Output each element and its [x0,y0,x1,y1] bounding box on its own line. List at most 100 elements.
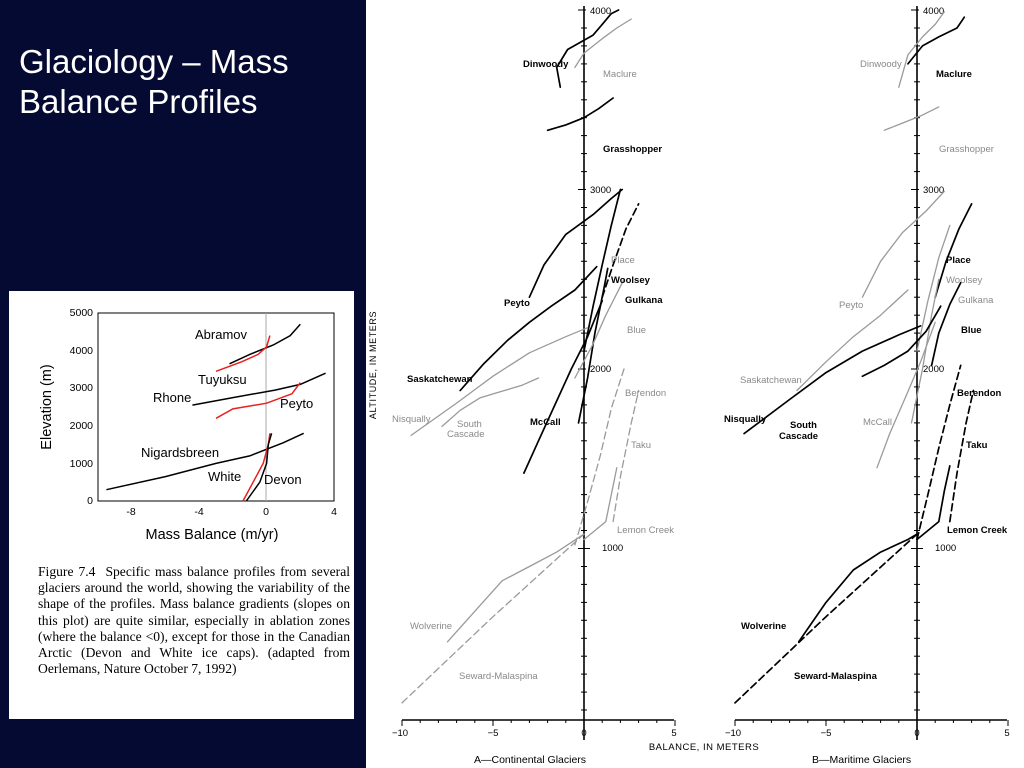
panel-b-y-tick-1000: 1000 [935,543,956,554]
panel-a-profile-lines [401,9,640,704]
panel-a-y-tick-4000: 4000 [590,6,611,17]
panel-b-label-south: South [790,420,817,431]
panel-a-x-tick: 0 [581,728,586,739]
panel-b-line-seward-malaspina [734,533,918,704]
panel-a-label-grasshopper: Grasshopper [603,144,662,155]
inset-caption-text: Specific mass balance profiles from seve… [38,564,351,677]
panel-b-tick-bg [919,362,953,375]
slide-title-line-1: Glaciology – Mass [19,43,289,80]
panel-a-line-blue [574,278,625,379]
inset-y-tick: 5000 [70,307,94,319]
panel-b-label-dinwoody: Dinwoody [860,59,902,70]
panel-a-label-south: South [457,419,482,430]
panel-a-line-maclure [574,18,632,69]
panel-a-line-woolsey [583,188,622,352]
panel-b-x-tick: −10 [725,728,741,739]
panel-b-line-peyto [861,190,945,298]
panel-a-line-mccall [523,299,604,474]
inset-y-tick: 0 [87,495,93,507]
panel-b-label-place: Place [946,255,971,266]
panel-a-x-tick: −5 [488,728,499,739]
panel-b-profile-lines [734,11,975,704]
panel-a-line-saskatchewan [459,265,598,392]
inset-y-label: Elevation (m) [39,364,55,449]
panel-a-line-taku [612,389,640,523]
x-axis-title: BALANCE, IN METERS [649,742,759,753]
inset-label-white: White [208,469,241,484]
panel-b-line-south-cascade [861,305,942,378]
panel-b-line-wolverine [797,533,918,643]
title-panel: Glaciology – Mass Balance Profiles 5000 … [0,0,366,768]
panel-a-label-dinwoody: Dinwoody [523,59,569,70]
panel-a-label-seward: Seward-Malaspina [459,671,538,682]
panel-b-y-tick-4000: 4000 [923,6,944,17]
panel-b-label-grasshopper: Grasshopper [939,144,994,155]
panel-b-label-taku: Taku [966,440,988,451]
inset-line-peyto [215,382,301,419]
inset-x-tick: -4 [194,506,203,518]
panel-b-caption: B—Maritime Glaciers [812,754,911,766]
panel-b-label-mccall: McCall [863,417,892,428]
panel-a-label-taku: Taku [631,440,651,451]
inset-x-axis: -8 -4 0 4 [126,506,337,518]
panel-a-label-blue: Blue [627,325,646,336]
panel-b-label-seward: Seward-Malaspina [794,671,878,682]
panel-a-labels: Dinwoody Maclure Grasshopper Place Wools… [392,59,674,682]
panel-a-x-tick: 5 [671,728,676,739]
panel-b-tick-bg [919,4,953,17]
panel-b-label-lemon-creek: Lemon Creek [947,525,1008,536]
panel-a-y-tick-3000: 3000 [590,185,611,196]
panel-a-line-seward-malaspina [401,533,585,704]
panel-b-label-berendon: Berendon [957,388,1002,399]
panel-a-tick-bg [586,183,620,196]
panel-a-caption: A—Continental Glaciers [474,754,586,766]
panel-b-label-woolsey: Woolsey [946,275,983,286]
inset-label-nigardsbreen: Nigardsbreen [141,445,219,460]
inset-chart: 5000 4000 3000 2000 1000 0 -8 -4 0 4 Ele… [39,307,337,543]
inset-x-tick: 0 [263,506,269,518]
panel-a-line-nisqually [410,327,589,437]
panel-b-label-saskatchewan: Saskatchewan [740,375,802,386]
panel-a-label-wolverine: Wolverine [410,621,452,632]
inset-label-tuyuksu: Tuyuksu [198,372,247,387]
panel-b-label-blue: Blue [961,325,982,336]
panel-b-y-tick-2000: 2000 [923,364,944,375]
slide-title-line-2: Balance Profiles [19,83,258,120]
y-axis-title: ALTITUDE, IN METERS [368,311,378,419]
inset-x-tick: -8 [126,506,135,518]
panel-b-tick-bg [931,541,965,554]
panel-b-line-woolsey [916,224,951,352]
mass-balance-profiles-figure: ALTITUDE, IN METERS 4000 3000 2000 1000 … [368,4,1010,766]
panel-a-label-cascade: Cascade [447,429,485,440]
panel-a-label-woolsey: Woolsey [611,275,651,286]
inset-line-abramov [229,323,301,365]
inset-label-abramov: Abramov [195,327,248,342]
panel-b-line-berendon [916,364,962,541]
inset-line-nigardsbreen [106,432,305,491]
panel-b-x-ticks [734,720,1009,726]
panel-b-label-cascade: Cascade [779,431,818,442]
inset-line-rhone [192,372,326,406]
inset-label-devon: Devon [264,472,302,487]
panel-a-label-peyto: Peyto [504,298,530,309]
panel-a-line-place [601,203,640,299]
panel-a-label-saskatchewan: Saskatchewan [407,374,473,385]
panel-b-label-gulkana: Gulkana [958,295,994,306]
panel-b-label-nisqually: Nisqually [724,414,767,425]
panel-b-line-saskatchewan [796,289,909,392]
panel-b-line-mccall [876,321,936,469]
panel-b-label-maclure: Maclure [936,69,972,80]
panel-a-line-peyto [528,188,624,299]
inset-label-peyto: Peyto [280,396,313,411]
inset-y-tick: 2000 [70,420,94,432]
inset-y-tick: 4000 [70,345,94,357]
panel-b-line-nisqually [743,325,922,435]
panel-a-label-place: Place [611,255,635,266]
panel-a-line-south-cascade [441,377,540,428]
panel-a-y-tick-1000: 1000 [602,543,623,554]
panel-a-label-maclure: Maclure [603,69,637,80]
inset-caption-number: Figure 7.4 [38,564,96,579]
panel-b-axes: 4000 3000 2000 1000 −10 −5 0 5 B—Maritim… [725,4,1010,766]
panel-b-labels: Dinwoody Maclure Grasshopper Place Wools… [724,59,1008,682]
panel-b-x-tick: −5 [821,728,832,739]
